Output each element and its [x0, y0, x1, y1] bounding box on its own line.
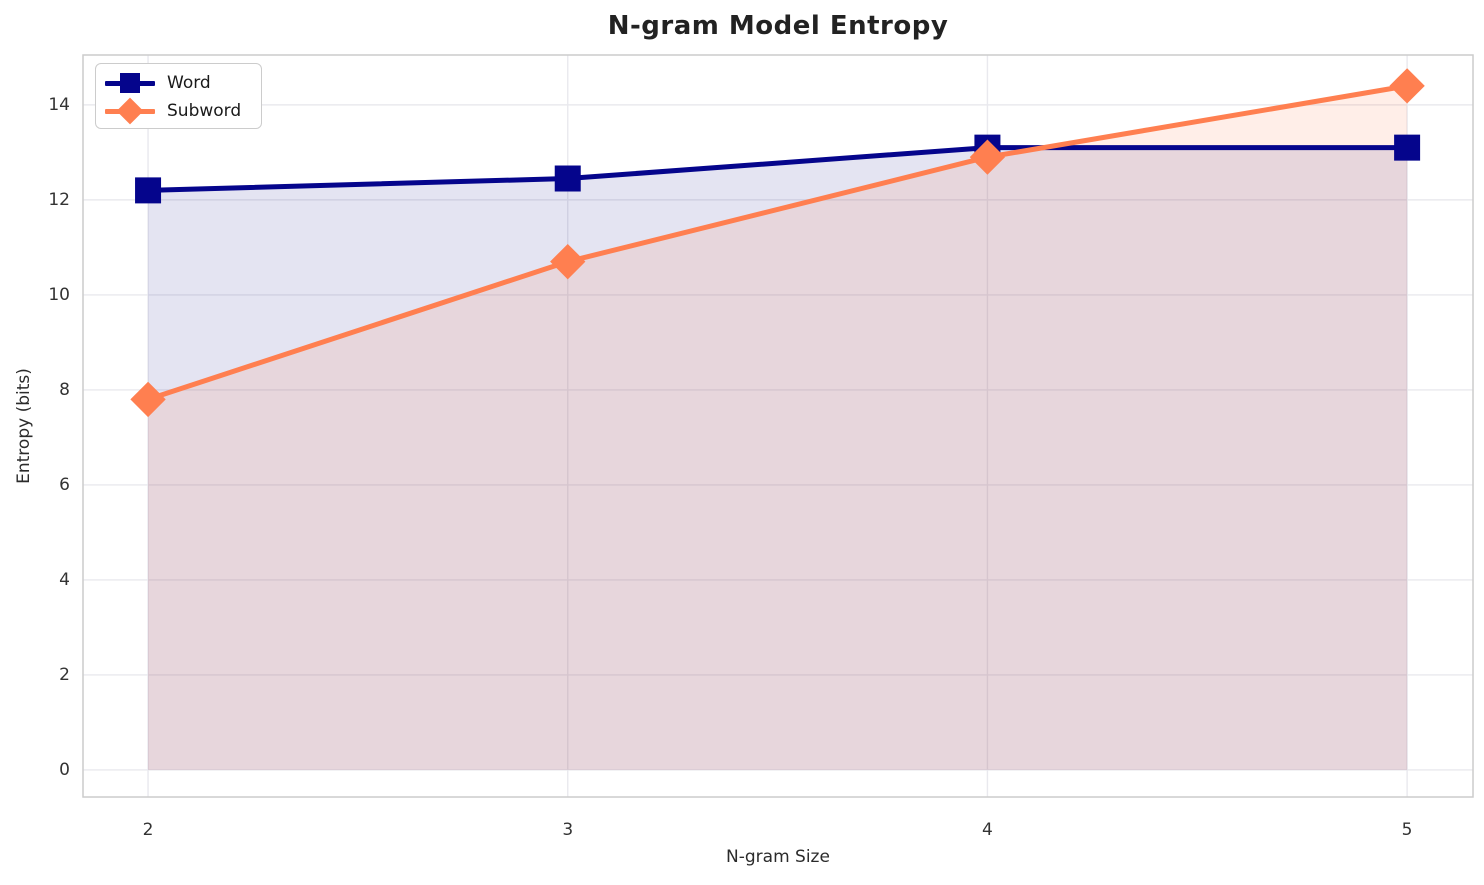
- x-tick-label: 5: [1401, 820, 1413, 840]
- y-tick-label: 6: [59, 474, 70, 495]
- y-axis-ticks: 0 2 4 6 8 10 12 14: [0, 0, 70, 885]
- y-tick-label: 4: [59, 569, 70, 590]
- x-tick-label: 3: [562, 820, 574, 840]
- legend-label-word: Word: [167, 73, 211, 93]
- y-tick-label: 2: [59, 664, 70, 685]
- y-tick-label: 14: [48, 94, 70, 115]
- x-tick-label: 2: [142, 820, 154, 840]
- legend-item-subword: Subword: [105, 97, 252, 125]
- word-line-marker-icon: [105, 69, 155, 97]
- x-tick-label: 4: [982, 820, 993, 840]
- legend: Word Subword: [95, 63, 262, 129]
- subword-line-marker-icon: [105, 97, 155, 125]
- y-tick-label: 8: [59, 379, 70, 400]
- chart-title: N-gram Model Entropy: [607, 11, 949, 41]
- legend-label-subword: Subword: [167, 101, 242, 121]
- y-tick-label: 12: [48, 189, 70, 210]
- x-axis-label: N-gram Size: [726, 847, 830, 867]
- y-tick-label: 10: [48, 284, 70, 305]
- y-tick-label: 0: [59, 759, 70, 780]
- legend-item-word: Word: [105, 69, 252, 97]
